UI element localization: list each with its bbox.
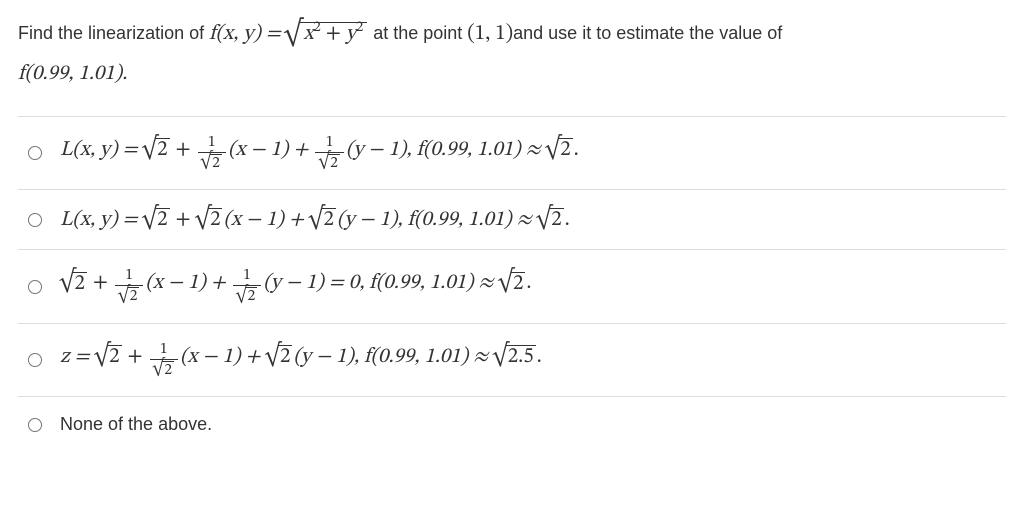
opt2-lhs: L(x, y) = [60, 209, 143, 230]
fraction: 12 [198, 135, 226, 172]
option-2-math: L(x, y) = 2 + 2(x − 1) + 2(y − 1), f(0.9… [60, 208, 570, 231]
option-2-radio[interactable] [28, 213, 42, 227]
option-5-radio[interactable] [28, 418, 42, 432]
option-1-math: L(x, y) = 2 + 12(x − 1) + 12(y − 1), f(0… [60, 135, 579, 172]
option-3[interactable]: 2 + 12(x − 1) + 12(y − 1) = 0, f(0.99, 1… [18, 250, 1006, 324]
option-3-math: 2 + 12(x − 1) + 12(y − 1) = 0, f(0.99, 1… [60, 268, 532, 305]
option-1-radio[interactable] [28, 146, 42, 160]
option-4[interactable]: z = 2 + 12(x − 1) + 2(y − 1), f(0.99, 1.… [18, 324, 1006, 398]
sqrt-icon: 2 [144, 138, 170, 161]
sqrt-icon: 2 [547, 138, 573, 161]
question-text-mid: at the point [373, 23, 467, 43]
question-second-line: f(0.99, 1.01). [18, 63, 127, 84]
fraction: 12 [315, 135, 343, 172]
option-4-math: z = 2 + 12(x − 1) + 2(y − 1), f(0.99, 1.… [60, 342, 542, 379]
question-text-lead: Find the linearization of [18, 23, 209, 43]
option-5-text: None of the above. [60, 415, 212, 435]
question-page: Find the linearization of f(x, y) = x2 +… [0, 0, 1024, 463]
option-2[interactable]: L(x, y) = 2 + 2(x − 1) + 2(y − 1), f(0.9… [18, 190, 1006, 250]
opt1-lhs: L(x, y) = [60, 139, 143, 160]
question-text-tail1: and use it to estimate the value of [513, 23, 782, 43]
func-lhs: f(x, y) = [209, 23, 286, 44]
question-function: f(x, y) = x2 + y2 [209, 23, 373, 44]
options-list: L(x, y) = 2 + 12(x − 1) + 12(y − 1), f(0… [18, 116, 1006, 453]
sqrt-expr: x2 + y2 [287, 14, 367, 54]
option-4-radio[interactable] [28, 353, 42, 367]
option-1[interactable]: L(x, y) = 2 + 12(x − 1) + 12(y − 1), f(0… [18, 117, 1006, 191]
question-prompt: Find the linearization of f(x, y) = x2 +… [18, 14, 1006, 94]
option-5[interactable]: None of the above. [18, 397, 1006, 453]
question-point: (1, 1) [467, 23, 513, 44]
option-3-radio[interactable] [28, 280, 42, 294]
